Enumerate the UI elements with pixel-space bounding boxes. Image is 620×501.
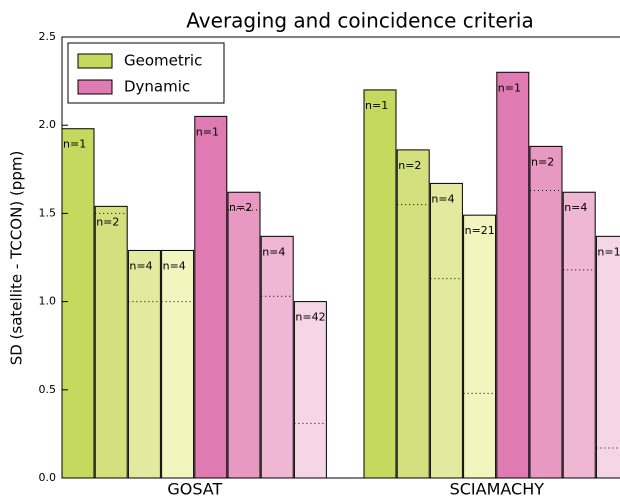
bar-label: n=2 [96, 215, 119, 228]
bar-label: n=4 [564, 201, 587, 214]
plot-frame [61, 36, 620, 479]
y-tick-label: 0.5 [39, 383, 57, 396]
x-tick-label: SCIAMACHY [450, 480, 545, 499]
bar [161, 249, 195, 479]
bar-label: n=4 [163, 259, 186, 272]
bar [396, 149, 430, 479]
bar-label: n=42 [295, 311, 325, 324]
bar [562, 191, 596, 479]
x-tick-label: GOSAT [167, 480, 222, 499]
bar [260, 235, 294, 479]
bar-label: n=1 [196, 125, 219, 138]
bar-label: n=2 [398, 159, 421, 172]
bar [293, 301, 327, 479]
bar-label: n=21 [465, 224, 495, 237]
bar-label: n=1 [597, 245, 620, 258]
y-tick-label: 2.5 [39, 30, 57, 43]
legend-swatch [77, 79, 113, 95]
bar [94, 205, 128, 479]
y-axis-label: SD (satellite - TCCON) (ppm) [8, 151, 26, 366]
bar-label: n=4 [431, 192, 454, 205]
chart-title: Averaging and coincidence criteria [186, 9, 533, 33]
bar [529, 145, 563, 479]
bar-label: n=4 [262, 245, 285, 258]
y-tick-label: 1.5 [39, 206, 57, 219]
legend: Geometric Dynamic [67, 42, 225, 104]
bar [496, 71, 530, 479]
bar [595, 235, 620, 479]
bar [363, 89, 397, 479]
bar [61, 128, 95, 479]
bar [127, 249, 161, 479]
bar-label: n=1 [63, 138, 86, 151]
bar-label: n=2 [531, 155, 554, 168]
y-tick-label: 0.0 [39, 471, 57, 484]
bar [194, 115, 228, 479]
bar-label: n=1 [498, 81, 521, 94]
legend-swatch [77, 53, 113, 69]
bar [463, 214, 497, 479]
bar [429, 182, 463, 479]
bar-label: n=2 [229, 201, 252, 214]
bar [227, 191, 261, 479]
y-tick-label: 1.0 [39, 295, 57, 308]
legend-label: Dynamic [124, 78, 190, 96]
legend-label: Geometric [124, 52, 202, 70]
bar-label: n=4 [129, 259, 152, 272]
bar-label: n=1 [365, 99, 388, 112]
y-tick-label: 2.0 [39, 118, 57, 131]
